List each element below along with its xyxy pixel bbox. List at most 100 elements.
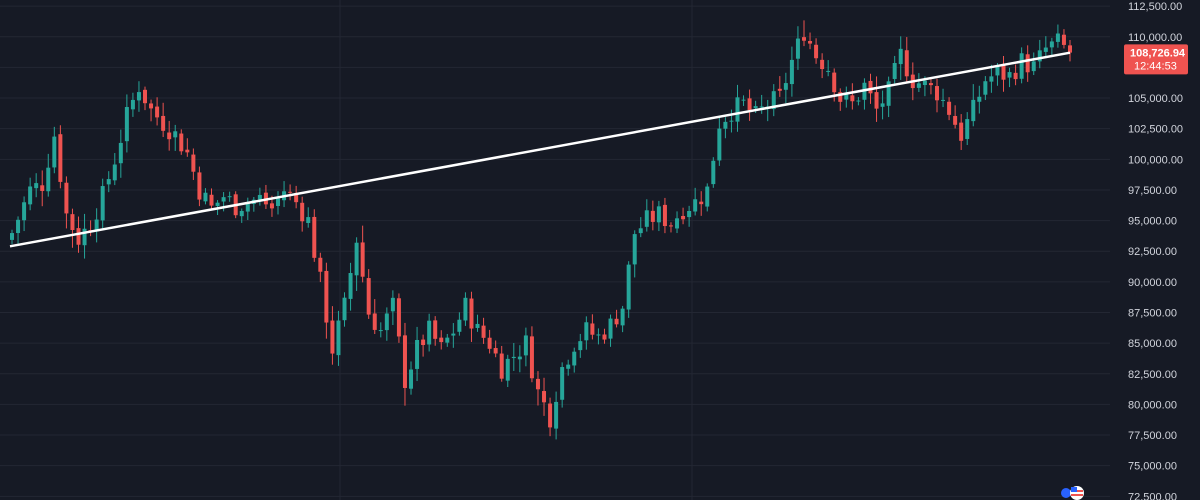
- candle-body: [475, 323, 480, 328]
- candle-body: [1031, 61, 1036, 72]
- candle: [312, 209, 317, 262]
- candle: [239, 208, 244, 223]
- price-badge-countdown: 12:44:53: [1134, 60, 1177, 72]
- candle: [554, 391, 559, 440]
- candle: [366, 269, 371, 319]
- candle-body: [155, 106, 160, 118]
- candle-body: [28, 186, 33, 205]
- candle-body: [396, 298, 401, 337]
- grid: [0, 0, 1110, 500]
- candle-body: [578, 341, 583, 351]
- us-flag-canton: [1071, 487, 1077, 492]
- y-tick-label: 100,000.00: [1128, 154, 1183, 166]
- candle-body: [191, 154, 196, 172]
- candle: [1025, 45, 1030, 82]
- candle: [1001, 55, 1006, 92]
- candle: [505, 354, 510, 387]
- candle-body: [245, 203, 250, 212]
- candle: [1007, 67, 1012, 88]
- candle: [844, 86, 849, 108]
- candle-body: [22, 202, 27, 221]
- candle-body: [590, 323, 595, 335]
- candle-body: [402, 335, 407, 388]
- candle: [263, 184, 268, 210]
- candle-body: [493, 348, 498, 354]
- candle: [445, 333, 450, 347]
- candle-body: [179, 133, 184, 152]
- candle: [257, 187, 262, 206]
- us-flag-icon: [1070, 486, 1084, 500]
- candle: [58, 125, 63, 189]
- candle-body: [687, 210, 692, 218]
- candle-body: [898, 48, 903, 65]
- candle-body: [850, 95, 855, 102]
- candle: [1043, 36, 1048, 58]
- candle: [227, 191, 232, 202]
- candle: [433, 316, 438, 346]
- candle-body: [161, 115, 166, 131]
- candle-body: [874, 92, 879, 109]
- candle: [251, 197, 256, 212]
- y-tick-label: 82,500.00: [1128, 369, 1177, 381]
- candle-body: [681, 215, 686, 220]
- candle: [795, 26, 800, 70]
- candle: [1049, 37, 1054, 58]
- candle-body: [1049, 41, 1054, 48]
- candle-body: [336, 320, 341, 356]
- y-tick-label: 97,500.00: [1128, 185, 1177, 197]
- candle: [143, 86, 148, 111]
- candle-body: [705, 186, 710, 207]
- candle-body: [409, 369, 414, 389]
- candle-body: [542, 391, 547, 403]
- candle-body: [584, 322, 589, 341]
- candle: [705, 183, 710, 212]
- candle: [306, 207, 311, 228]
- candle-body: [523, 335, 528, 356]
- candle-body: [753, 106, 758, 109]
- candle-body: [989, 76, 994, 82]
- candle-body: [783, 83, 788, 90]
- candle-body: [953, 115, 958, 125]
- candle-body: [644, 210, 649, 227]
- candle-body: [614, 318, 619, 325]
- candle: [675, 211, 680, 234]
- candle: [300, 196, 305, 232]
- candle: [953, 105, 958, 129]
- price-badge-value: 108,726.94: [1130, 47, 1186, 59]
- candle-body: [941, 99, 946, 101]
- candle-body: [143, 89, 148, 104]
- candle-body: [668, 225, 673, 227]
- candle-body: [1055, 33, 1060, 42]
- candle: [977, 85, 982, 114]
- candle-body: [487, 337, 492, 349]
- candle-body: [693, 199, 698, 212]
- candle: [185, 138, 190, 157]
- candle: [88, 220, 93, 237]
- candle-body: [904, 50, 909, 77]
- candle: [451, 323, 456, 348]
- candle-body: [1068, 45, 1072, 53]
- y-tick-label: 72,500.00: [1128, 491, 1177, 500]
- candle-body: [481, 325, 486, 338]
- candle-body: [795, 38, 800, 59]
- candle-body: [608, 318, 613, 339]
- candle-body: [239, 210, 244, 217]
- candle: [590, 314, 595, 340]
- candle-body: [221, 197, 226, 202]
- candle: [1055, 24, 1060, 48]
- candle-body: [916, 83, 921, 88]
- candle: [650, 200, 655, 231]
- candle: [928, 78, 933, 95]
- candle-body: [832, 72, 837, 93]
- candle-body: [856, 100, 861, 102]
- candle-body: [1043, 47, 1048, 52]
- candle-body: [511, 356, 516, 359]
- candle-body: [959, 122, 964, 141]
- candles: [10, 20, 1072, 440]
- candle-body: [971, 99, 976, 122]
- candle: [106, 171, 111, 193]
- candle: [632, 230, 637, 278]
- candle: [542, 377, 547, 416]
- candle: [529, 326, 534, 383]
